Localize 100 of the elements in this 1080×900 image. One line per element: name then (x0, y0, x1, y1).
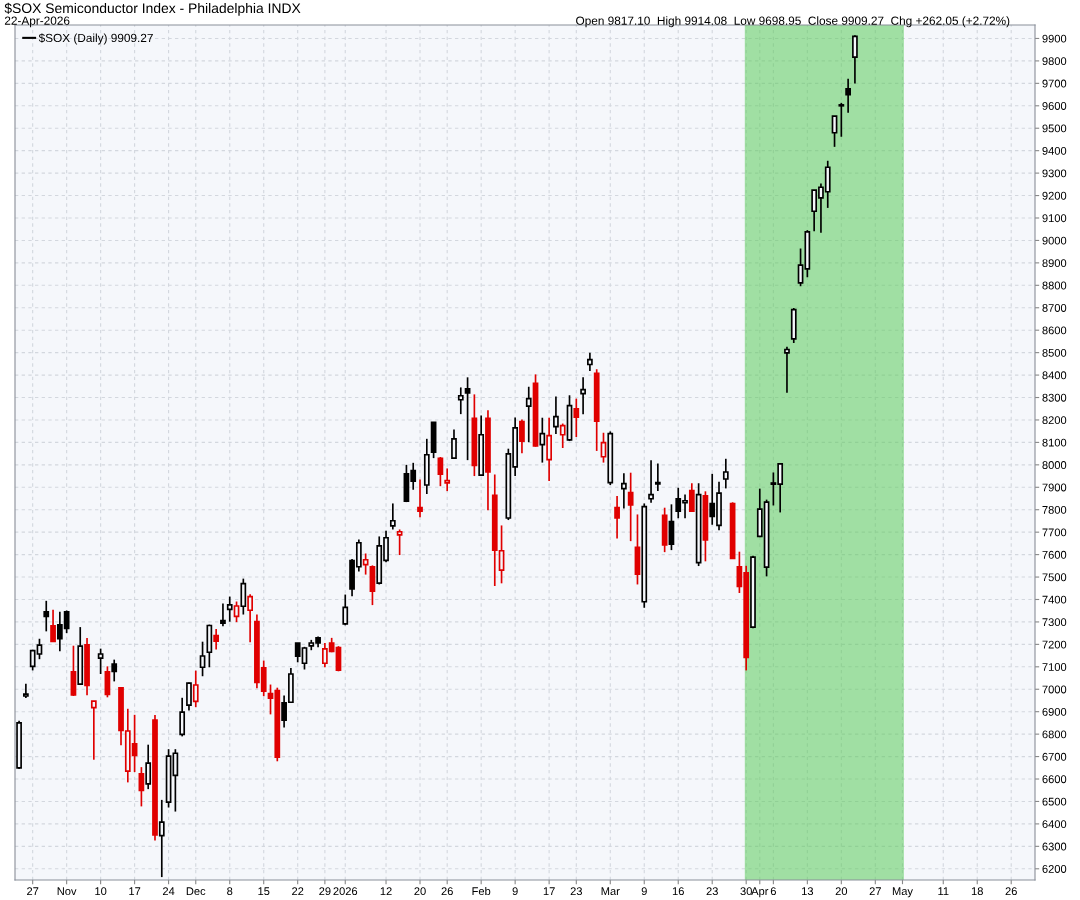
x-tick-label: Dec (186, 887, 206, 896)
x-tick-label: Feb (472, 886, 491, 896)
x-tick-label: 10 (95, 887, 107, 896)
x-tick-label: 24 (162, 887, 175, 895)
candlestick (199, 640, 206, 678)
y-tick-label: 7400 (1042, 595, 1067, 604)
y-tick-label: 9100 (1042, 214, 1067, 223)
candlestick (50, 608, 56, 643)
candlestick (417, 478, 423, 518)
y-tick-label: 9900 (1042, 34, 1067, 43)
y-tick-label: 7000 (1042, 685, 1067, 694)
candlestick (342, 593, 349, 627)
x-tick-label: 27 (869, 887, 881, 895)
candlestick (784, 345, 790, 394)
candlestick (845, 78, 851, 114)
y-tick-label: 8100 (1042, 438, 1067, 447)
x-tick-label: 23 (570, 887, 582, 896)
candlestick (97, 647, 104, 675)
y-tick-label: 8000 (1042, 461, 1067, 469)
x-tick-label: Nov (57, 887, 77, 896)
candlestick (573, 397, 580, 438)
candlestick (831, 115, 838, 148)
x-tick-label: 26 (1005, 887, 1017, 896)
x-tick-label: 27 (27, 887, 39, 895)
x-tick-label: 18 (971, 887, 983, 896)
y-tick-label: 7700 (1042, 528, 1067, 537)
y-tick-label: 8800 (1042, 281, 1067, 290)
x-tick-label: 26 (441, 887, 453, 896)
candlestick (172, 748, 179, 813)
x-tick-label: 11 (938, 887, 949, 895)
candlestick (389, 502, 396, 531)
y-tick-label: 8400 (1042, 371, 1067, 380)
x-tick-label: Apr (751, 887, 769, 898)
candlestick (654, 462, 661, 492)
y-tick-label: 9800 (1042, 57, 1067, 66)
candlestick (838, 102, 845, 138)
x-tick-label: 9 (641, 887, 647, 896)
candlestick (457, 386, 464, 415)
x-tick-label: Mar (601, 887, 620, 896)
candlestick (451, 428, 457, 459)
candlestick (614, 495, 620, 540)
y-tick-label: 9400 (1042, 146, 1067, 155)
candlestick (111, 658, 118, 683)
y-tick-label: 9600 (1042, 102, 1067, 110)
x-tick-label: 29 (319, 887, 331, 896)
candlestick (396, 528, 403, 556)
x-tick-label: 30 (740, 887, 752, 896)
y-tick-label: 8700 (1042, 304, 1067, 312)
y-tick-label: 7800 (1042, 505, 1067, 514)
candlestick (43, 599, 50, 633)
x-tick-label: May (892, 887, 913, 898)
candlestick (179, 696, 186, 738)
candlestick (722, 457, 729, 490)
y-tick-label: 8200 (1042, 416, 1067, 425)
candlestick (648, 459, 654, 504)
y-tick-label: 8900 (1042, 259, 1067, 268)
candlestick (90, 700, 97, 761)
y-tick-label: 6600 (1042, 775, 1067, 784)
y-tick-label: 7500 (1042, 573, 1067, 582)
chart-title: $SOX Semiconductor Index - Philadelphia INDX (4, 2, 301, 16)
x-tick-label: 17 (129, 887, 141, 895)
y-tick-label: 8600 (1042, 326, 1067, 335)
x-tick-label: 8 (227, 887, 233, 896)
x-tick-label: 22 (292, 887, 304, 895)
y-tick-label: 8300 (1042, 393, 1067, 402)
x-tick-label: 16 (672, 887, 684, 896)
x-tick-label: 15 (258, 887, 270, 896)
x-tick-label: 2026 (333, 887, 358, 896)
y-tick-label: 6900 (1042, 707, 1067, 716)
y-tick-label: 6500 (1042, 797, 1067, 806)
x-tick-label: 12 (380, 887, 392, 895)
y-tick-label: 6700 (1042, 752, 1067, 761)
annotation: Open 9817.10 High 9914.08 Low 9698.95 Close 9909.27 Chg +262.05 (+2.72%) (576, 16, 1010, 28)
y-tick-label: 7300 (1042, 618, 1067, 627)
candlestick (145, 743, 152, 790)
x-tick-label: 9 (512, 887, 518, 896)
y-tick-label: 9300 (1042, 169, 1067, 178)
y-tick-label: 6400 (1042, 820, 1067, 829)
candlestick (464, 376, 471, 461)
x-tick-label: 13 (802, 887, 814, 896)
candlestick (525, 385, 532, 444)
x-tick-label: 20 (835, 887, 848, 896)
x-tick-label: 20 (414, 887, 426, 896)
candlestick (213, 628, 220, 651)
y-tick-label: 9500 (1042, 124, 1067, 133)
candlestick (621, 472, 627, 510)
y-tick-label: 6200 (1042, 865, 1067, 873)
y-tick-label: 8500 (1042, 348, 1067, 357)
y-tick-label: 7600 (1042, 550, 1067, 559)
y-tick-label: 9200 (1042, 191, 1067, 200)
x-tick-label: 23 (706, 887, 718, 896)
y-tick-label: 7100 (1042, 663, 1067, 671)
y-tick-label: 6300 (1042, 842, 1067, 851)
x-tick-label: 17 (543, 887, 555, 895)
candlestick (688, 482, 695, 512)
candlestick (852, 34, 858, 85)
chart-subtitle: 22-Apr-2026 (4, 16, 70, 28)
y-tick-label: 9000 (1042, 236, 1067, 245)
y-tick-label: 7200 (1042, 640, 1067, 649)
candlestick (627, 471, 634, 542)
